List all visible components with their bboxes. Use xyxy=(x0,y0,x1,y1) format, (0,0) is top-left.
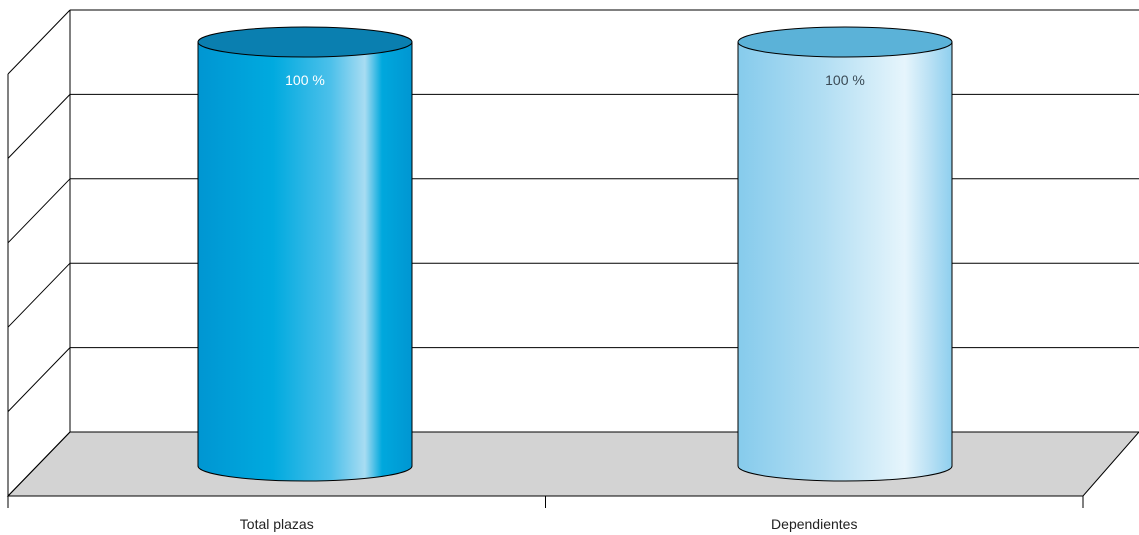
chart-frame xyxy=(6,9,1139,497)
gridline-side xyxy=(7,347,71,412)
cylinder-bar: 100 % xyxy=(197,26,413,482)
x-tick-label: Dependientes xyxy=(771,516,858,532)
gridline-side xyxy=(7,431,71,497)
gridline-side xyxy=(7,262,71,328)
cylinder-body xyxy=(737,41,953,482)
x-axis xyxy=(7,495,1084,508)
data-label: 100 % xyxy=(285,72,325,88)
gridline-side xyxy=(7,9,71,75)
cylinder-body xyxy=(197,41,413,482)
cylinder-top xyxy=(197,26,413,58)
chart-floor xyxy=(6,431,1139,497)
cylinder-bar: 100 % xyxy=(737,26,953,482)
gridline-side xyxy=(7,178,71,244)
cylinder-top xyxy=(737,26,953,58)
bars: 100 % 100 % xyxy=(197,26,953,482)
x-tick-label: Total plazas xyxy=(239,516,314,532)
data-label: 100 % xyxy=(825,72,865,88)
gridline-side xyxy=(7,94,71,159)
